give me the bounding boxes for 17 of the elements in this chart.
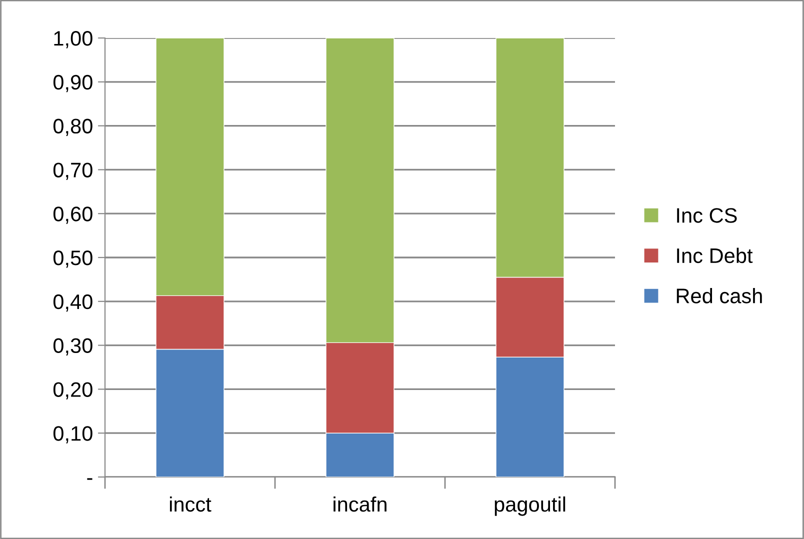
y-tick-label: 0,80 bbox=[53, 118, 92, 136]
x-tick-label: pagoutil bbox=[494, 496, 566, 516]
legend-label: Red cash bbox=[676, 288, 762, 304]
y-tick-label: 0,40 bbox=[53, 294, 92, 312]
legend-label: Inc CS bbox=[677, 208, 737, 223]
y-tick-label: - bbox=[87, 478, 92, 480]
y-tick-label: 0,90 bbox=[53, 74, 92, 92]
y-tick-label: 0,70 bbox=[53, 162, 92, 180]
y-tick-label: 0,50 bbox=[53, 250, 92, 268]
x-tick-label: incct bbox=[170, 496, 212, 512]
x-tick-label: incafn bbox=[334, 496, 386, 512]
y-tick-label: 0,60 bbox=[53, 206, 92, 224]
y-tick-label: 1,00 bbox=[54, 31, 92, 48]
y-tick-label: 0,10 bbox=[53, 426, 92, 444]
y-tick-label: 0,30 bbox=[53, 338, 92, 356]
legend-label: Inc Debt bbox=[677, 248, 753, 264]
y-tick-label: 0,20 bbox=[53, 382, 92, 400]
